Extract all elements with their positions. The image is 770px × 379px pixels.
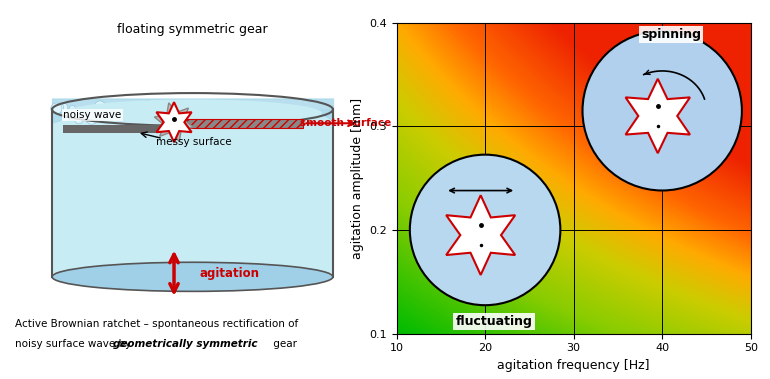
Circle shape [162,100,174,112]
Circle shape [68,112,76,121]
Circle shape [93,111,103,121]
Circle shape [86,114,97,124]
X-axis label: agitation frequency [Hz]: agitation frequency [Hz] [497,359,650,372]
Polygon shape [625,79,690,153]
Ellipse shape [410,155,561,305]
Text: noisy surface wave by: noisy surface wave by [15,339,135,349]
FancyBboxPatch shape [63,125,174,133]
Circle shape [56,103,64,111]
Circle shape [51,103,62,114]
Polygon shape [156,102,192,142]
Circle shape [151,114,158,121]
Circle shape [58,103,68,113]
Circle shape [95,101,105,112]
Circle shape [141,100,154,113]
Ellipse shape [63,99,322,127]
Text: agitation: agitation [200,267,260,280]
Circle shape [169,105,176,113]
Circle shape [69,105,75,112]
Circle shape [102,111,112,121]
Text: messy surface: messy surface [156,137,231,147]
Text: floating symmetric gear: floating symmetric gear [117,23,268,36]
Circle shape [106,105,113,113]
Circle shape [114,111,127,124]
Circle shape [125,115,131,121]
Text: geometrically symmetric: geometrically symmetric [113,339,257,349]
Circle shape [129,111,139,121]
Circle shape [123,104,130,110]
Y-axis label: agitation amplitude [mm]: agitation amplitude [mm] [350,97,363,259]
Circle shape [72,111,82,121]
Text: fluctuating: fluctuating [456,315,532,328]
Text: spinning: spinning [641,28,701,41]
Circle shape [123,114,130,122]
Text: smooth surface: smooth surface [300,118,391,128]
Ellipse shape [582,31,742,191]
FancyBboxPatch shape [174,119,303,128]
Text: Active Brownian ratchet – spontaneous rectification of: Active Brownian ratchet – spontaneous re… [15,319,298,329]
Polygon shape [52,110,333,273]
Text: gear: gear [270,339,297,349]
Circle shape [95,111,108,122]
Polygon shape [154,103,194,141]
Circle shape [133,114,146,127]
Ellipse shape [52,262,333,291]
Circle shape [75,116,83,124]
Text: noisy wave: noisy wave [63,110,122,120]
Circle shape [113,109,119,115]
Circle shape [103,114,112,123]
Polygon shape [446,195,515,275]
